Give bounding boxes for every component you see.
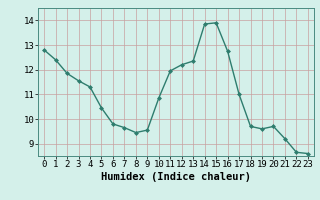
X-axis label: Humidex (Indice chaleur): Humidex (Indice chaleur): [101, 172, 251, 182]
